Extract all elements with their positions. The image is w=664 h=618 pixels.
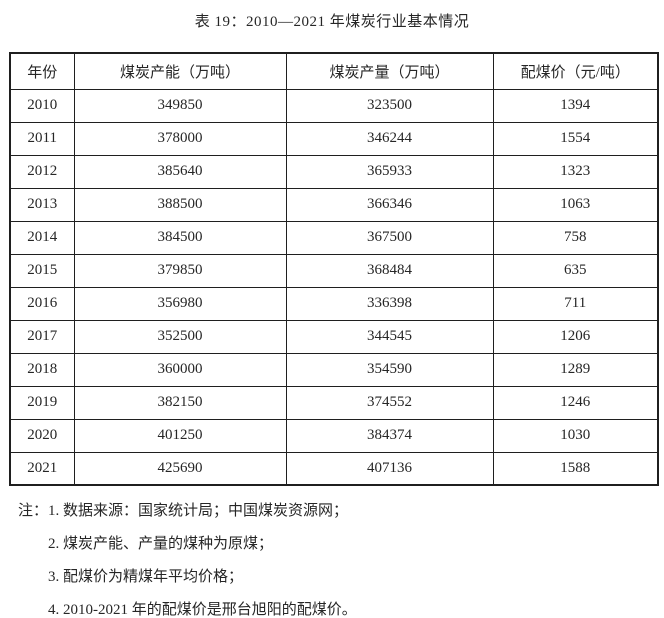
table-row: 2010 349850 323500 1394 xyxy=(9,88,659,123)
cell-output: 354590 xyxy=(285,352,494,387)
cell-year: 2016 xyxy=(9,286,75,321)
cell-year: 2018 xyxy=(9,352,75,387)
header-output: 煤炭产量（万吨） xyxy=(285,52,494,90)
note-item-4: 4. 2010-2021 年的配煤价是邢台旭阳的配煤价。 xyxy=(48,602,357,618)
cell-capacity: 382150 xyxy=(73,385,287,420)
cell-capacity: 388500 xyxy=(73,187,287,222)
cell-capacity: 385640 xyxy=(73,154,287,189)
cell-blend-price: 1554 xyxy=(492,121,659,156)
cell-output: 323500 xyxy=(285,88,494,123)
cell-year: 2015 xyxy=(9,253,75,288)
cell-output: 374552 xyxy=(285,385,494,420)
header-capacity: 煤炭产能（万吨） xyxy=(73,52,287,90)
cell-blend-price: 1206 xyxy=(492,319,659,354)
table-row: 2020 401250 384374 1030 xyxy=(9,418,659,453)
table-header-row: 年份 煤炭产能（万吨） 煤炭产量（万吨） 配煤价（元/吨） xyxy=(9,52,659,90)
header-blend-price: 配煤价（元/吨） xyxy=(492,52,659,90)
cell-capacity: 352500 xyxy=(73,319,287,354)
cell-year: 2014 xyxy=(9,220,75,255)
cell-blend-price: 711 xyxy=(492,286,659,321)
note-item-3: 3. 配煤价为精煤年平均价格； xyxy=(48,569,244,585)
cell-capacity: 425690 xyxy=(73,451,287,486)
cell-year: 2020 xyxy=(9,418,75,453)
cell-capacity: 401250 xyxy=(73,418,287,453)
cell-output: 407136 xyxy=(285,451,494,486)
cell-output: 366346 xyxy=(285,187,494,222)
cell-output: 368484 xyxy=(285,253,494,288)
cell-blend-price: 1289 xyxy=(492,352,659,387)
cell-output: 365933 xyxy=(285,154,494,189)
cell-output: 384374 xyxy=(285,418,494,453)
cell-output: 336398 xyxy=(285,286,494,321)
table-row: 2015 379850 368484 635 xyxy=(9,253,659,288)
cell-blend-price: 1323 xyxy=(492,154,659,189)
table-row: 2017 352500 344545 1206 xyxy=(9,319,659,354)
table-row: 2016 356980 336398 711 xyxy=(9,286,659,321)
coal-industry-table: 年份 煤炭产能（万吨） 煤炭产量（万吨） 配煤价（元/吨） 2010 349850… xyxy=(9,52,659,486)
cell-year: 2011 xyxy=(9,121,75,156)
table-title: 表 19：2010—2021 年煤炭行业基本情况 xyxy=(194,14,470,30)
table-row: 2011 378000 346244 1554 xyxy=(9,121,659,156)
header-year: 年份 xyxy=(9,52,75,90)
cell-blend-price: 1588 xyxy=(492,451,659,486)
notes-label: 注： xyxy=(18,503,49,519)
table-row: 2013 388500 366346 1063 xyxy=(9,187,659,222)
cell-blend-price: 1063 xyxy=(492,187,659,222)
cell-blend-price: 1030 xyxy=(492,418,659,453)
cell-capacity: 349850 xyxy=(73,88,287,123)
cell-blend-price: 1394 xyxy=(492,88,659,123)
table-row: 2014 384500 367500 758 xyxy=(9,220,659,255)
cell-capacity: 360000 xyxy=(73,352,287,387)
cell-capacity: 379850 xyxy=(73,253,287,288)
cell-capacity: 356980 xyxy=(73,286,287,321)
cell-blend-price: 635 xyxy=(492,253,659,288)
table-body: 2010 349850 323500 1394 2011 378000 346244 1554… xyxy=(9,88,659,486)
table-row: 2012 385640 365933 1323 xyxy=(9,154,659,189)
table-row: 2019 382150 374552 1246 xyxy=(9,385,659,420)
note-item-1: 1. 数据来源：国家统计局；中国煤炭资源网； xyxy=(48,503,349,519)
cell-output: 367500 xyxy=(285,220,494,255)
cell-year: 2010 xyxy=(9,88,75,123)
cell-output: 344545 xyxy=(285,319,494,354)
cell-capacity: 378000 xyxy=(73,121,287,156)
footnotes: 注： 1. 数据来源：国家统计局；中国煤炭资源网； 2. 煤炭产能、产量的煤种为… xyxy=(18,495,664,618)
cell-year: 2012 xyxy=(9,154,75,189)
cell-year: 2021 xyxy=(9,451,75,486)
cell-blend-price: 758 xyxy=(492,220,659,255)
cell-capacity: 384500 xyxy=(73,220,287,255)
cell-year: 2019 xyxy=(9,385,75,420)
cell-year: 2017 xyxy=(9,319,75,354)
table-row: 2021 425690 407136 1588 xyxy=(9,451,659,486)
cell-year: 2013 xyxy=(9,187,75,222)
table-row: 2018 360000 354590 1289 xyxy=(9,352,659,387)
cell-output: 346244 xyxy=(285,121,494,156)
note-item-2: 2. 煤炭产能、产量的煤种为原煤； xyxy=(48,536,274,552)
cell-blend-price: 1246 xyxy=(492,385,659,420)
